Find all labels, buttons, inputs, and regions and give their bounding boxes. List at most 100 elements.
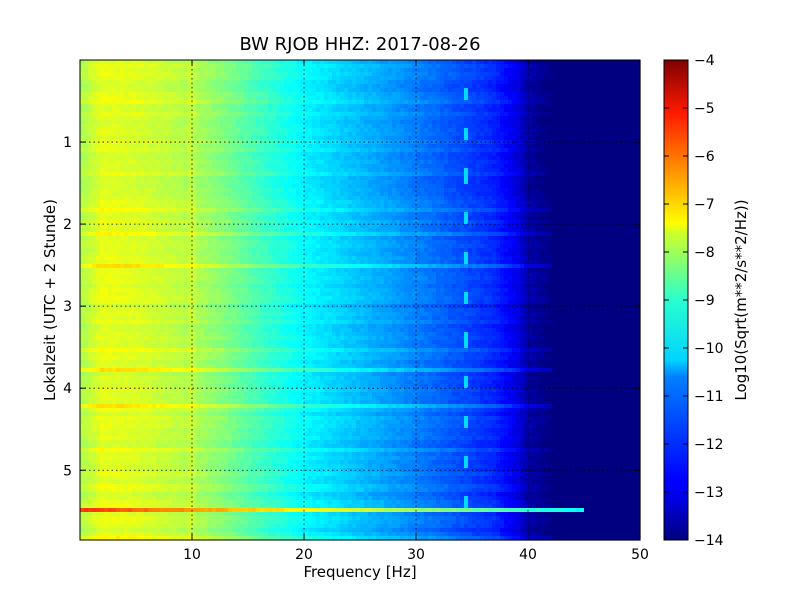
heatmap-cell (400, 88, 405, 93)
heatmap-cell (632, 188, 637, 193)
heatmap-cell (268, 96, 273, 101)
heatmap-cell (508, 188, 513, 193)
heatmap-cell (444, 144, 449, 149)
heatmap-cell (360, 144, 365, 149)
heatmap-cell (540, 132, 545, 137)
heatmap-cell (440, 112, 445, 117)
heatmap-cell (536, 164, 541, 169)
heatmap-cell (360, 120, 365, 125)
heatmap-cell (84, 136, 89, 141)
heatmap-cell (460, 124, 465, 129)
heatmap-cell (512, 68, 517, 73)
heatmap-cell (284, 184, 289, 189)
heatmap-cell (268, 116, 273, 121)
heatmap-cell (220, 124, 225, 129)
heatmap-cell (360, 160, 365, 165)
heatmap-cell (240, 104, 245, 109)
heatmap-cell (416, 92, 421, 97)
heatmap-cell (628, 192, 633, 197)
heatmap-cell (468, 136, 473, 141)
heatmap-cell (440, 136, 445, 141)
heatmap-cell (144, 116, 149, 121)
heatmap-cell (544, 76, 549, 81)
heatmap-cell (108, 64, 113, 69)
heatmap-cell (148, 184, 153, 189)
heatmap-cell (484, 144, 489, 149)
heatmap-cell (336, 200, 341, 205)
heatmap-cell (372, 156, 377, 161)
heatmap-cell (292, 168, 297, 173)
heatmap-cell (260, 92, 265, 97)
heatmap-cell (360, 172, 365, 177)
heatmap-cell (516, 108, 521, 113)
heatmap-cell (276, 168, 281, 173)
heatmap-cell (260, 152, 265, 157)
heatmap-cell (456, 76, 461, 81)
heatmap-cell (628, 100, 633, 105)
heatmap-cell (168, 64, 173, 69)
heatmap-cell (340, 60, 345, 65)
heatmap-cell (336, 68, 341, 73)
heatmap-cell (184, 112, 189, 117)
heatmap-cell (340, 80, 345, 85)
heatmap-cell (180, 148, 185, 153)
heatmap-cell (392, 148, 397, 153)
heatmap-cell (512, 164, 517, 169)
heatmap-cell (112, 156, 117, 161)
heatmap-cell (552, 160, 557, 165)
heatmap-cell (352, 60, 357, 65)
heatmap-cell (88, 84, 93, 89)
heatmap-cell (208, 160, 213, 165)
heatmap-cell (80, 80, 85, 85)
heatmap-cell (196, 192, 201, 197)
heatmap-cell (424, 68, 429, 73)
heatmap-cell (312, 76, 317, 81)
heatmap-cell (328, 176, 333, 181)
heatmap-cell (512, 132, 517, 137)
heatmap-cell (468, 148, 473, 153)
heatmap-cell (84, 200, 89, 205)
heatmap-cell (564, 104, 569, 109)
heatmap-cell (368, 136, 373, 141)
heatmap-cell (100, 160, 105, 165)
heatmap-cell (268, 168, 273, 173)
heatmap-cell (480, 84, 485, 89)
heatmap-cell (448, 136, 453, 141)
heatmap-cell (312, 84, 317, 89)
heatmap-cell (596, 64, 601, 69)
heatmap-cell (204, 80, 209, 85)
heatmap-cell (268, 120, 273, 125)
heatmap-cell (392, 80, 397, 85)
heatmap-cell (232, 188, 237, 193)
heatmap-cell (84, 68, 89, 73)
heatmap-cell (616, 168, 621, 173)
heatmap-cell (92, 84, 97, 89)
heatmap-cell (548, 124, 553, 129)
heatmap-cell (288, 196, 293, 201)
heatmap-cell (400, 176, 405, 181)
heatmap-cell (128, 96, 133, 101)
heatmap-cell (256, 196, 261, 201)
heatmap-cell (224, 156, 229, 161)
heatmap-cell (576, 144, 581, 149)
heatmap-cell (468, 100, 473, 105)
heatmap-cell (120, 180, 125, 185)
heatmap-cell (100, 132, 105, 137)
heatmap-cell (540, 196, 545, 201)
heatmap-cell (448, 76, 453, 81)
heatmap-cell (308, 112, 313, 117)
heatmap-cell (108, 60, 113, 65)
heatmap-cell (84, 120, 89, 125)
heatmap-cell (140, 92, 145, 97)
heatmap-cell (228, 144, 233, 149)
heatmap-cell (244, 108, 249, 113)
heatmap-cell (520, 184, 525, 189)
heatmap-cell (268, 104, 273, 109)
heatmap-cell (136, 104, 141, 109)
heatmap-cell (256, 148, 261, 153)
heatmap-cell (200, 80, 205, 85)
heatmap-cell (212, 104, 217, 109)
heatmap-cell (272, 80, 277, 85)
heatmap-cell (220, 116, 225, 121)
heatmap-cell (368, 192, 373, 197)
